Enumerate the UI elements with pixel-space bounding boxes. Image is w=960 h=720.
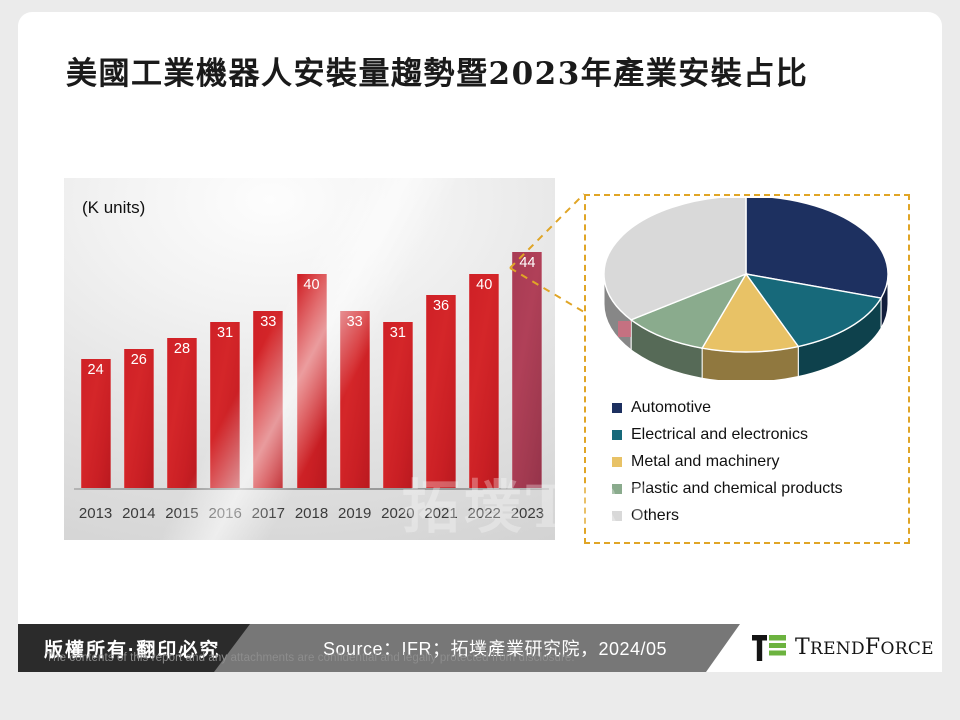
legend-swatch-icon	[612, 402, 622, 413]
bar-value-label: 28	[173, 340, 191, 357]
copyright-badge: 版權所有·翻印必究	[18, 624, 250, 672]
bar-column: 31	[207, 220, 243, 488]
slide-canvas: 美國工業機器人安裝量趨勢暨2023年產業安裝占比 (K units) 拓墣TRI…	[18, 12, 942, 672]
bar-column: 40	[466, 220, 502, 488]
pie-slice-electrical-and-electronics	[744, 273, 883, 348]
bar-2016: 31	[210, 321, 241, 488]
bar-2014: 26	[123, 348, 154, 488]
x-axis-label-2019: 2019	[337, 505, 372, 522]
legend-item-metal-and-machinery: Metal and machinery	[612, 448, 902, 475]
bar-plot-area: 24 26 28 31 33 40 33 31 36 40 44	[74, 220, 549, 488]
bar-chart-panel: (K units) 拓墣TRI TOPOLOGY RESEARCH INSTIT…	[64, 178, 710, 563]
bar-column: 44	[509, 220, 545, 488]
bar-value-label: 31	[217, 324, 234, 341]
x-axis-label-2020: 2020	[381, 505, 415, 522]
legend-swatch-icon	[612, 429, 622, 440]
bar-value-label: 40	[476, 276, 493, 293]
bar-2018: 40	[296, 273, 327, 488]
bar-chart-unit-label: (K units)	[82, 198, 146, 217]
bar-2022: 40	[469, 273, 500, 488]
pie-slice-automotive	[745, 195, 889, 299]
logo-word-rend: REND	[809, 639, 865, 659]
logo-char-f: F	[864, 635, 881, 660]
bar-2021: 36	[426, 295, 457, 488]
bar-column: 40	[294, 220, 330, 488]
source-text: Source：IFR；拓墣產業研究院，2024/05	[322, 639, 668, 659]
bar-column: 31	[380, 220, 416, 488]
x-axis-label-2023: 2023	[510, 505, 545, 522]
x-axis-label-2022: 2022	[467, 505, 501, 522]
x-axis-line	[74, 488, 549, 490]
watermark-fleck	[618, 321, 631, 337]
disclaimer-text: The contents of this report and any atta…	[46, 652, 575, 664]
x-axis-label-2018: 2018	[294, 505, 329, 522]
trendforce-logo: TRENDFORCE	[752, 635, 934, 661]
pie-slice-metal-and-machinery	[701, 272, 800, 353]
bar-2019: 33	[339, 311, 370, 488]
x-axis-label-2013: 2013	[78, 505, 113, 522]
bar-value-label: 24	[87, 362, 104, 379]
watermark-sub-text: TOPOLOGY RESEARCH INSTITUTE	[345, 544, 713, 563]
pie-svg	[603, 195, 889, 383]
bar-value-label: 33	[346, 314, 363, 331]
bar-column: 28	[164, 220, 200, 488]
copyright-text: 版權所有·翻印必究	[44, 639, 221, 661]
bar-column: 24	[78, 220, 114, 488]
bar-value-label: 26	[130, 351, 147, 368]
footer-band: Source：IFR；拓墣產業研究院，2024/05 版權所有·翻印必究 TRE…	[18, 624, 942, 672]
legend-item-plastic-and-chemical-products: Plastic and chemical products	[612, 475, 902, 502]
bar-column: 26	[121, 220, 157, 488]
pie-callout-box: Automotive Electrical and electronics Meta…	[584, 194, 910, 544]
legend-label: Electrical and electronics	[631, 425, 808, 443]
legend-label: Automotive	[631, 398, 712, 416]
bar-column: 33	[337, 220, 373, 488]
bar-2023: 44	[512, 252, 543, 488]
legend-item-others: Others	[612, 502, 902, 529]
x-axis-label-2015: 2015	[165, 505, 199, 522]
x-axis-label-2014: 2014	[122, 505, 156, 522]
trendforce-logomark-icon	[752, 635, 786, 661]
bar-value-label: 31	[389, 324, 406, 341]
legend-swatch-icon	[612, 483, 622, 494]
logo-area: TRENDFORCE	[706, 624, 942, 672]
legend-label: Plastic and chemical products	[631, 479, 843, 497]
x-axis-label-2021: 2021	[424, 505, 458, 522]
logo-char-t: T	[795, 635, 810, 660]
x-axis-label-2016: 2016	[208, 505, 242, 522]
bar-2017: 33	[253, 311, 284, 488]
bar-value-label: 36	[432, 298, 450, 315]
page-title: 美國工業機器人安裝量趨勢暨2023年產業安裝占比	[66, 56, 809, 92]
legend-swatch-icon	[612, 456, 622, 467]
legend-swatch-icon	[612, 510, 622, 521]
bar-value-label: 40	[303, 276, 320, 293]
bar-2015: 28	[166, 337, 197, 488]
x-axis-labels: 2013 2014 2015 2016 2017 2018 2019 2020 2021 2022…	[74, 496, 549, 522]
bar-value-label: 33	[260, 314, 277, 331]
pie-slice-plastic-and-chemical-products	[629, 272, 748, 349]
trendforce-logo-text: TRENDFORCE	[795, 637, 934, 659]
logo-word-orce: ORCE	[880, 639, 934, 659]
legend-item-automotive: Automotive	[612, 394, 902, 421]
pie-chart	[588, 195, 904, 383]
bar-value-label: 44	[519, 255, 536, 272]
bar-2013: 24	[80, 359, 111, 488]
pie-slice-others	[603, 195, 747, 321]
legend-item-electrical-and-electronics: Electrical and electronics	[612, 421, 902, 448]
bar-column: 36	[423, 220, 459, 488]
legend-label: Metal and machinery	[631, 452, 780, 470]
bar-column: 33	[250, 220, 286, 488]
legend-label: Others	[631, 506, 680, 524]
bar-2020: 31	[382, 321, 413, 488]
pie-legend: Automotive Electrical and electronics Meta…	[612, 394, 902, 529]
x-axis-label-2017: 2017	[251, 505, 285, 522]
